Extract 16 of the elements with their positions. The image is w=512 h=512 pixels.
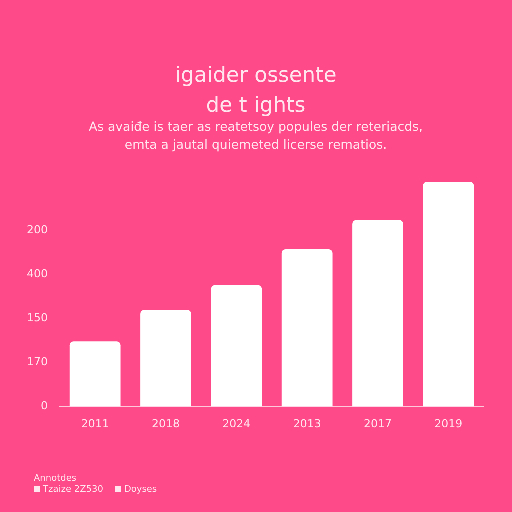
text: 150 <box>27 312 48 325</box>
chart-title: igaider ossente de t ights <box>174 62 338 119</box>
x-tick-label: 2018 <box>152 417 180 430</box>
text: Tzaize 2Z530 <box>43 485 104 495</box>
x-tick-label: 2024 <box>222 417 251 430</box>
text: Doyses <box>124 485 158 495</box>
text: 0 <box>41 400 48 413</box>
x-tick-label: 2013 <box>293 417 322 430</box>
x-tick-label: 2011 <box>81 417 110 430</box>
text: 200 <box>27 223 48 236</box>
chart-subtitle: As avaiđe is taer as reatetsoy popules der reteriacds, emta a jautal quiemeted licerse rematios. <box>88 118 424 154</box>
text: Annotdes <box>34 474 78 485</box>
text: 170 <box>27 356 48 369</box>
x-tick-label: 2017 <box>364 417 392 430</box>
text: 400 <box>27 267 48 280</box>
x-tick-label: 2019 <box>434 417 463 430</box>
